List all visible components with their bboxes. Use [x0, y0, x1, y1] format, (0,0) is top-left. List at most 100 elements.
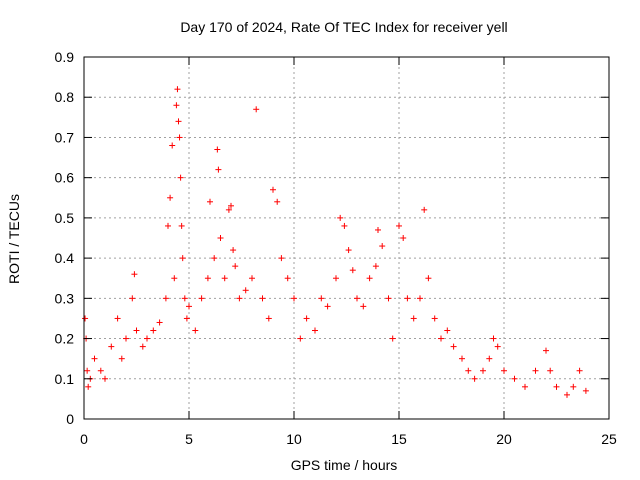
x-axis-title: GPS time / hours — [291, 457, 398, 473]
data-point — [173, 102, 180, 109]
x-tick-label: 5 — [185, 431, 193, 447]
data-point — [230, 247, 237, 254]
data-point — [179, 255, 186, 262]
data-point — [360, 303, 367, 310]
y-tick-label: 0.3 — [55, 290, 75, 306]
data-point — [522, 383, 528, 390]
data-point — [215, 166, 222, 173]
y-tick-label: 0.2 — [55, 331, 75, 347]
y-tick-label: 0.1 — [55, 371, 75, 387]
data-point — [341, 222, 348, 229]
data-point — [176, 134, 183, 141]
data-point — [366, 275, 373, 282]
data-point — [181, 295, 188, 302]
data-point — [204, 275, 211, 282]
data-point — [438, 335, 444, 342]
data-point — [186, 303, 192, 310]
x-tick-label: 25 — [601, 431, 617, 447]
data-point — [425, 275, 432, 282]
data-point — [133, 327, 140, 334]
data-point — [553, 383, 560, 390]
data-point — [207, 198, 213, 205]
data-point — [480, 367, 486, 374]
data-point — [543, 347, 549, 354]
y-tick-label: 0.5 — [55, 210, 75, 226]
data-point — [162, 295, 169, 302]
data-point — [372, 263, 379, 270]
data-point — [169, 142, 176, 149]
data-point — [114, 315, 121, 322]
data-point — [129, 295, 136, 302]
data-point — [259, 295, 266, 302]
data-points — [82, 86, 589, 398]
data-point — [471, 375, 478, 382]
data-point — [303, 315, 310, 322]
data-point — [576, 367, 583, 374]
data-point — [217, 235, 224, 241]
data-point — [444, 327, 451, 334]
data-point — [417, 295, 423, 302]
data-point — [97, 367, 104, 374]
data-point — [354, 295, 360, 302]
data-point — [564, 391, 570, 398]
data-point — [131, 271, 138, 278]
data-point — [324, 303, 331, 310]
data-point — [570, 383, 577, 390]
data-point — [274, 198, 281, 205]
data-point — [228, 202, 234, 209]
data-point — [486, 355, 493, 362]
data-point — [91, 355, 98, 362]
data-point — [183, 315, 190, 322]
y-tick-label: 0.6 — [55, 170, 75, 186]
data-point — [582, 387, 589, 394]
data-point — [337, 214, 344, 221]
data-point — [265, 315, 272, 322]
data-point — [385, 295, 392, 302]
data-point — [318, 295, 325, 302]
data-point — [349, 267, 356, 274]
data-point — [450, 343, 457, 350]
x-tick-label: 10 — [286, 431, 302, 447]
data-point — [410, 315, 417, 322]
data-point — [404, 295, 411, 302]
data-point — [198, 295, 205, 302]
data-point — [547, 367, 554, 374]
data-point — [192, 327, 199, 334]
data-point — [108, 343, 115, 350]
data-point — [82, 315, 89, 322]
data-point — [465, 367, 472, 374]
data-point — [249, 275, 255, 282]
data-point — [532, 367, 539, 374]
data-point — [175, 118, 182, 125]
data-point — [511, 375, 518, 382]
data-point — [333, 275, 339, 282]
data-point — [211, 255, 218, 262]
plot-frame — [83, 56, 610, 420]
data-point — [150, 327, 157, 334]
data-point — [102, 375, 108, 382]
data-point — [174, 86, 181, 93]
data-point — [242, 287, 249, 294]
data-point — [139, 343, 146, 350]
x-tick-label: 0 — [80, 431, 88, 447]
grid-lines — [84, 57, 609, 419]
data-point — [167, 194, 174, 201]
data-point — [379, 243, 386, 250]
data-point — [171, 275, 178, 282]
data-point — [400, 235, 407, 241]
data-point — [278, 255, 285, 262]
data-point — [284, 275, 291, 282]
data-point — [375, 226, 381, 233]
data-point — [431, 315, 438, 322]
y-tick-label: 0.9 — [55, 49, 75, 65]
data-point — [501, 367, 507, 374]
data-point — [177, 174, 184, 181]
data-point — [221, 275, 228, 282]
data-point — [156, 319, 163, 326]
data-point — [389, 335, 396, 342]
data-point — [225, 206, 232, 213]
data-point — [144, 335, 150, 342]
data-point — [396, 222, 402, 229]
data-point — [297, 335, 304, 342]
